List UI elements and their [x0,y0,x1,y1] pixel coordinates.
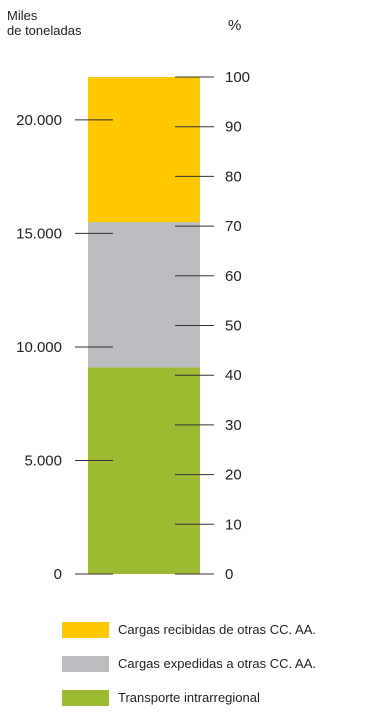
legend-swatch-intrarregional [62,690,109,706]
bar-segment-0 [88,367,200,574]
legend-label-intrarregional: Transporte intrarregional [118,690,260,706]
right-tick-label: 0 [225,566,233,583]
left-tick-label: 20.000 [16,112,62,129]
right-tick-label: 20 [225,467,242,484]
right-tick-label: 30 [225,417,242,434]
right-tick-label: 90 [225,119,242,136]
left-tick-label: 10.000 [16,339,62,356]
legend-label-recibidas: Cargas recibidas de otras CC. AA. [118,622,316,638]
legend-swatch-expedidas [62,656,109,672]
right-tick-label: 60 [225,268,242,285]
right-tick-label: 80 [225,168,242,185]
legend-label-expedidas: Cargas expedidas a otras CC. AA. [118,656,316,672]
right-tick-label: 50 [225,318,242,335]
right-tick-label: 10 [225,516,242,533]
bar-segment-2 [88,77,200,222]
left-tick-label: 15.000 [16,225,62,242]
left-tick-label: 5.000 [24,452,62,469]
legend-swatch-recibidas [62,622,109,638]
right-tick-label: 100 [225,69,250,86]
right-tick-label: 40 [225,367,242,384]
right-tick-label: 70 [225,218,242,235]
bar-segment-1 [88,222,200,367]
left-tick-label: 0 [54,566,62,583]
